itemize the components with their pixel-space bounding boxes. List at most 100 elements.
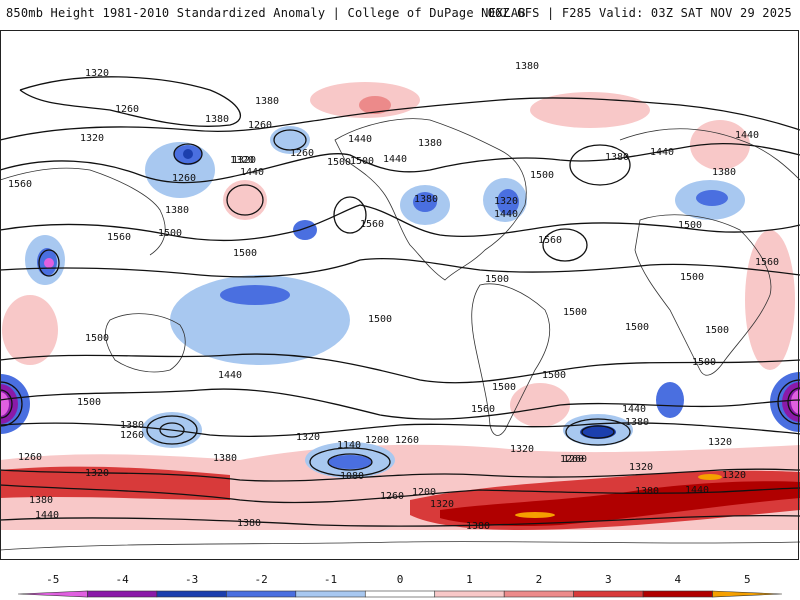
contour-label: 1380 bbox=[120, 420, 144, 431]
contour-closed-high-atlantic bbox=[333, 196, 367, 234]
negative-anomaly-bering bbox=[270, 126, 310, 154]
negative-anomaly-south-indian bbox=[656, 382, 684, 418]
contour-label: 1260 bbox=[172, 173, 196, 184]
contour-label: 1380 bbox=[712, 167, 736, 178]
contour-closed-high-south-atlantic bbox=[542, 228, 588, 262]
contour-1440-north bbox=[0, 142, 800, 184]
contour-label: 1200 bbox=[412, 487, 436, 498]
contour-label: 1440 bbox=[218, 370, 242, 381]
negative-anomaly-east-us-core bbox=[497, 189, 519, 215]
negative-anomaly-east-edge-low-center bbox=[791, 390, 800, 414]
contour-label: 1200 bbox=[365, 435, 389, 446]
contour-label: 1500 bbox=[530, 170, 554, 181]
contour-label: 1320 bbox=[722, 470, 746, 481]
anomaly-shading bbox=[0, 82, 800, 530]
contour-1320-north bbox=[19, 76, 242, 127]
contour-1500-north bbox=[0, 204, 800, 242]
contour-label: 1380 bbox=[625, 417, 649, 428]
contour-label: 1500 bbox=[692, 357, 716, 368]
contour-label: 1260 bbox=[18, 452, 42, 463]
contour-closed-low-bering bbox=[273, 129, 307, 151]
world-map: 1320 1260 1380 1380 1320 1260 1320 1440 … bbox=[0, 61, 800, 551]
contour-label: 1380 bbox=[466, 521, 490, 532]
contour-label: 1320 bbox=[708, 437, 732, 448]
colorbar-segment bbox=[17, 590, 88, 598]
contour-label: 1560 bbox=[471, 404, 495, 415]
negative-anomaly-north-america-core bbox=[413, 192, 437, 212]
colorbar-segment bbox=[226, 590, 297, 598]
contour-label: 1500 bbox=[705, 325, 729, 336]
contour-label: 1380 bbox=[418, 138, 442, 149]
coastlines bbox=[0, 118, 800, 551]
contour-label: 1500 bbox=[542, 370, 566, 381]
contour-label: 1500 bbox=[680, 272, 704, 283]
negative-anomaly-tropical-pacific-core bbox=[220, 285, 290, 305]
contour-label: 1500 bbox=[158, 228, 182, 239]
contour-label: 1320 bbox=[85, 68, 109, 79]
contour-closed-low-west-edge bbox=[0, 381, 23, 427]
colorbar-segments bbox=[17, 590, 783, 598]
contour-label: 1320 bbox=[232, 155, 256, 166]
colorbar-tick-label: -1 bbox=[324, 573, 337, 586]
contour-closed-low-typhoon bbox=[38, 249, 60, 277]
contour-1500-south bbox=[0, 353, 800, 384]
positive-anomaly-north-atlantic-core bbox=[359, 96, 391, 114]
contour-label: 1380 bbox=[414, 194, 438, 205]
contour-labels: 1320 1260 1380 1380 1320 1260 1320 1440 … bbox=[8, 61, 779, 532]
contour-1260-south bbox=[0, 484, 800, 504]
max-anomaly-south-pacific bbox=[515, 512, 555, 518]
contour-label: 1560 bbox=[360, 219, 384, 230]
contour-label: 1320 bbox=[494, 196, 518, 207]
contour-label: 1500 bbox=[327, 157, 351, 168]
contour-1320-south bbox=[0, 468, 800, 482]
colorbar-tick-label: 0 bbox=[397, 573, 404, 586]
colorbar-tick-label: -3 bbox=[185, 573, 198, 586]
contour-1560-north bbox=[0, 258, 800, 278]
colorbar-tick-label: 5 bbox=[744, 573, 751, 586]
negative-anomaly-tropical-pacific bbox=[170, 275, 350, 365]
contour-closed-high-pacific bbox=[226, 184, 264, 216]
negative-anomaly-typhoon-center bbox=[44, 258, 54, 268]
contour-closed-low-east-asia bbox=[173, 143, 203, 165]
contour-label: 1260 bbox=[115, 104, 139, 115]
colorbar-tick-label: 1 bbox=[466, 573, 473, 586]
colorbar-tick-label: 3 bbox=[605, 573, 612, 586]
anomaly-colorbar: -5 -4 -3 -2 -1 0 1 2 3 4 5 bbox=[17, 573, 783, 598]
colorbar-segment bbox=[712, 590, 783, 598]
contour-label: 1260 bbox=[290, 148, 314, 159]
contour-closed-low-south-pacific-inner bbox=[327, 453, 373, 471]
contour-label: 1380 bbox=[605, 152, 629, 163]
north-america-coast bbox=[334, 118, 527, 281]
contour-label: 1320 bbox=[296, 432, 320, 443]
colorbar-segment bbox=[642, 590, 713, 598]
contour-label: 1140 bbox=[337, 440, 361, 451]
contour-label: 1260 bbox=[380, 491, 404, 502]
contour-label: 1560 bbox=[8, 179, 32, 190]
negative-anomaly-west-edge-low-center bbox=[0, 392, 9, 416]
australia-coast bbox=[105, 313, 186, 373]
contour-closed-low-south-atlantic bbox=[565, 418, 631, 446]
contour-label: 1380 bbox=[165, 205, 189, 216]
contour-label: 1440 bbox=[622, 404, 646, 415]
positive-anomaly-south-america bbox=[510, 383, 570, 427]
contour-closed-low-southwest-pacific-inner bbox=[159, 422, 185, 438]
contour-label: 1440 bbox=[735, 130, 759, 141]
contour-1380-antarctic bbox=[0, 514, 800, 527]
contour-label: 1500 bbox=[233, 248, 257, 259]
colorbar-segment bbox=[87, 590, 158, 598]
positive-anomaly-east-africa bbox=[745, 230, 795, 370]
africa-coast bbox=[634, 214, 772, 376]
contour-label: 1500 bbox=[563, 307, 587, 318]
colorbar-tick-label: 4 bbox=[675, 573, 682, 586]
contour-label: 1380 bbox=[515, 61, 539, 72]
contour-label: 1500 bbox=[350, 156, 374, 167]
contour-label: 1440 bbox=[685, 485, 709, 496]
negative-anomaly-south-pacific-low-core bbox=[328, 455, 372, 469]
south-america-coast bbox=[471, 283, 551, 436]
contour-label: 1440 bbox=[348, 134, 372, 145]
positive-anomaly-north-pacific bbox=[223, 180, 267, 220]
colorbar-ticks: -5 -4 -3 -2 -1 0 1 2 3 4 5 bbox=[46, 573, 750, 586]
map-title: 850mb Height 1981-2010 Standardized Anom… bbox=[6, 6, 526, 20]
contour-label: 1320 bbox=[510, 444, 534, 455]
